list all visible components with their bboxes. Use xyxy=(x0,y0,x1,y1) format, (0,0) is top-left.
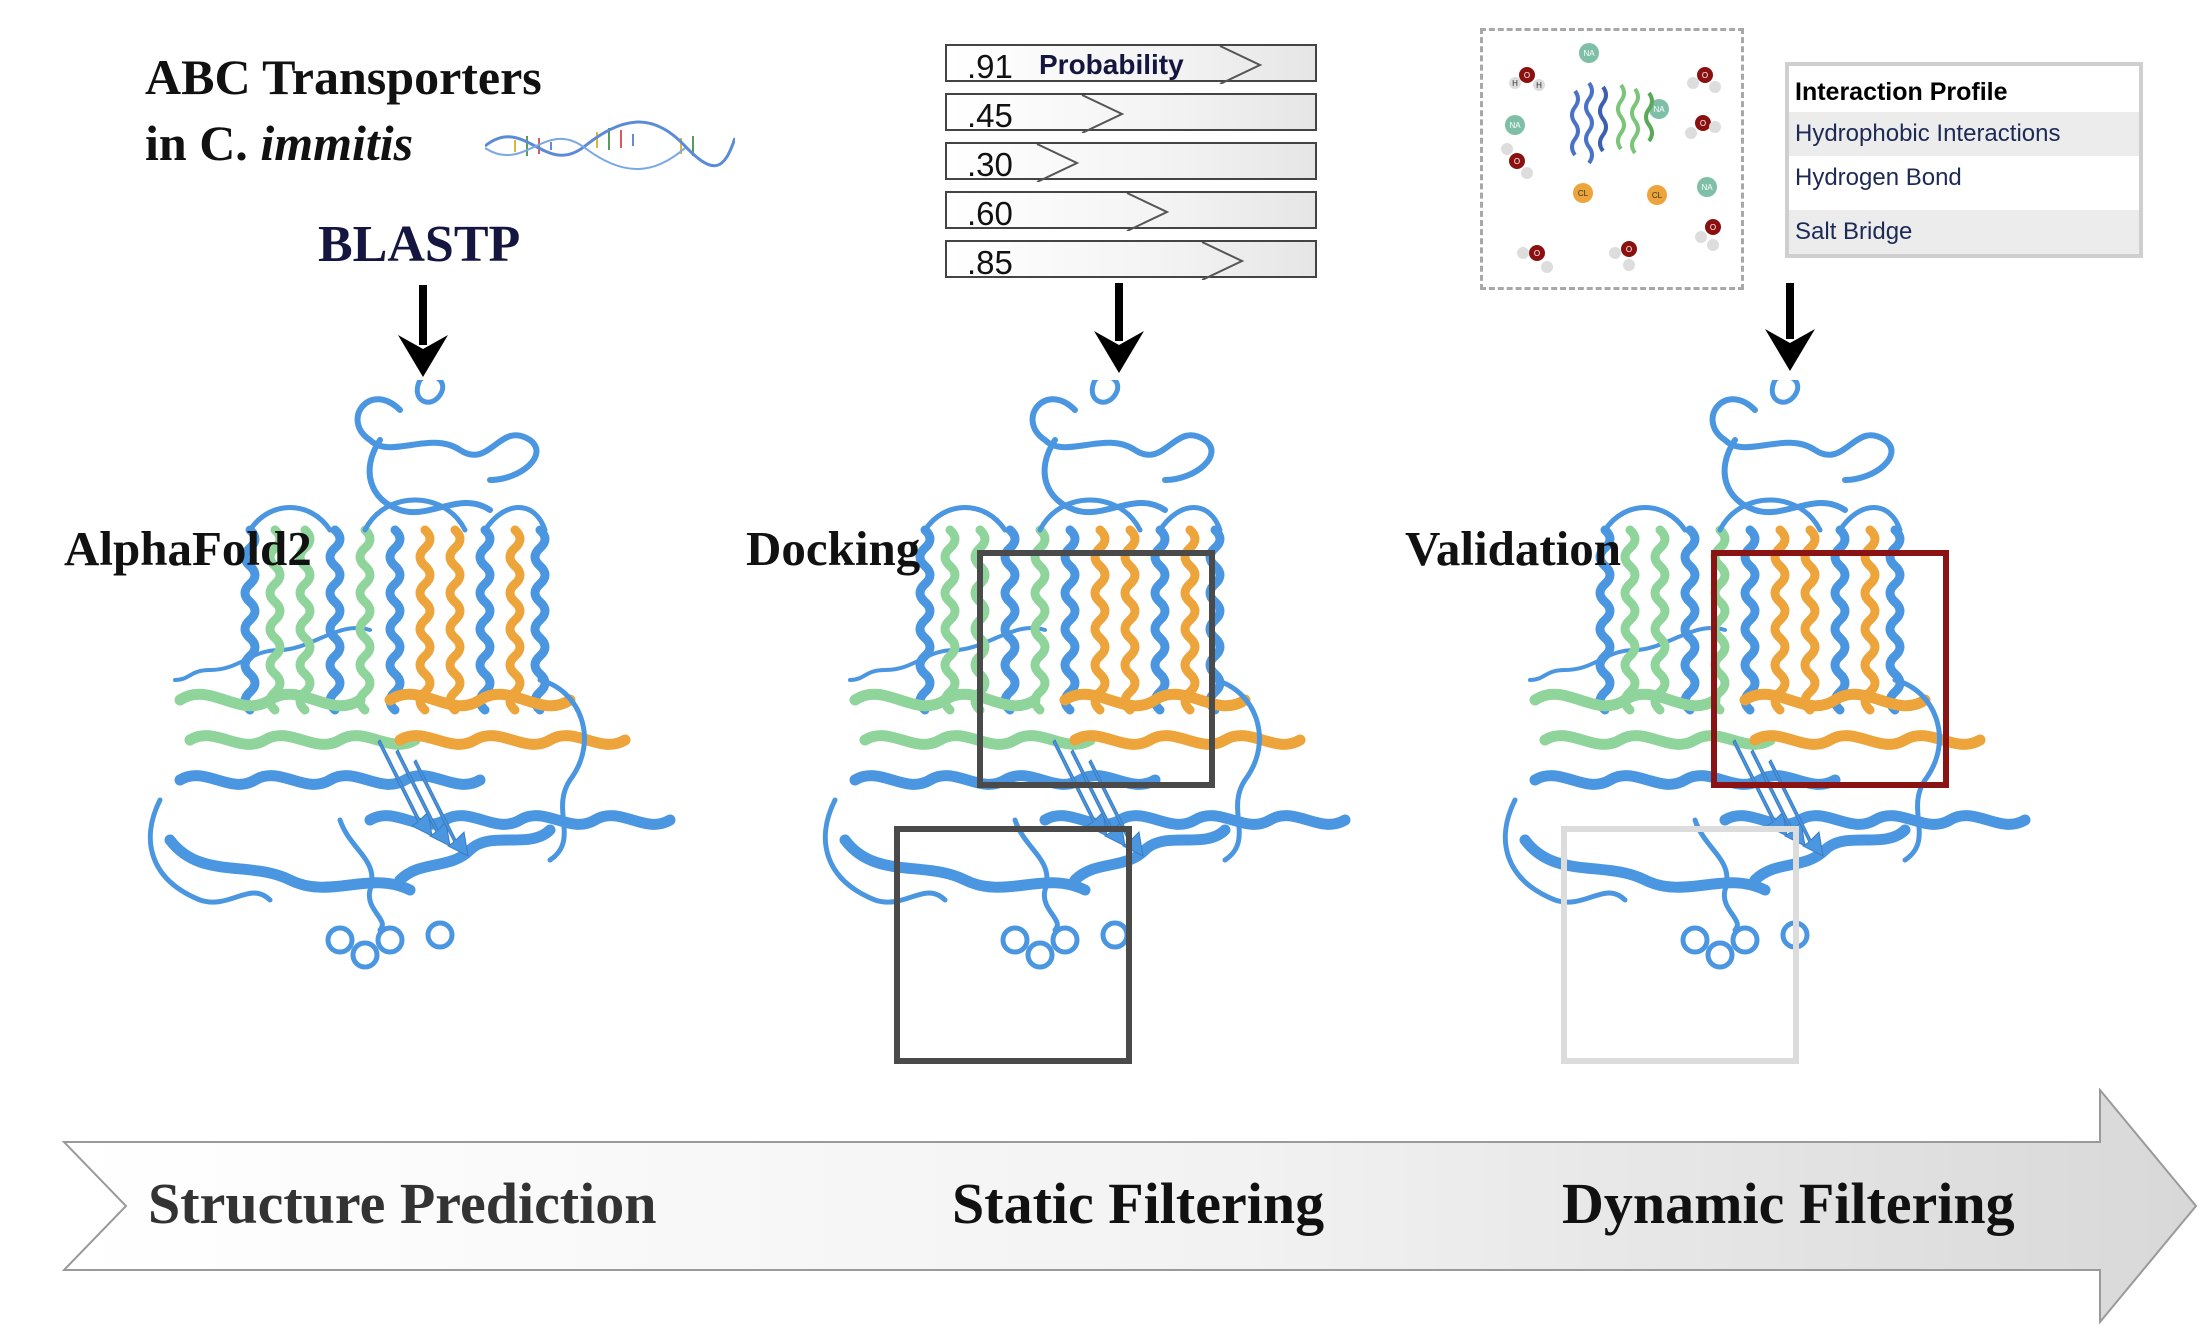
down-arrow-icon xyxy=(398,285,448,377)
ion-icon: CL xyxy=(1573,183,1593,203)
simulation-scene: OH H O O O O O O NA NA NA NA CL CL xyxy=(1501,43,1721,273)
svg-text:O: O xyxy=(1700,119,1706,128)
pipeline-arrow xyxy=(61,1088,2198,1324)
stage-dynamic-filtering: Dynamic Filtering xyxy=(1562,1171,2015,1236)
interaction-profile-table: Interaction Profile Hydrophobic Interact… xyxy=(1785,62,2143,258)
svg-text:O: O xyxy=(1702,71,1708,80)
protein-structure-alphafold xyxy=(147,380,676,970)
ion-icon: NA xyxy=(1505,115,1525,135)
probability-row: .91 Probability xyxy=(945,44,1317,85)
water-molecule-icon: O xyxy=(1609,241,1637,271)
probability-row: .85 xyxy=(945,240,1317,281)
docking-highlight-box-bottom xyxy=(894,826,1132,1064)
svg-text:H: H xyxy=(1512,79,1518,88)
validation-label: Validation xyxy=(1405,521,1622,576)
svg-text:CL: CL xyxy=(1652,191,1663,200)
stage-structure-prediction: Structure Prediction xyxy=(148,1171,657,1236)
svg-text:NA: NA xyxy=(1653,105,1665,114)
down-arrow-icon xyxy=(1094,283,1144,373)
svg-text:O: O xyxy=(1710,223,1716,232)
probability-row: .30 xyxy=(945,142,1317,183)
svg-text:NA: NA xyxy=(1583,49,1595,58)
water-molecule-icon: O xyxy=(1685,115,1721,139)
water-molecule-icon: OH H xyxy=(1509,67,1545,91)
title-line2: in C. immitis xyxy=(145,115,414,171)
probability-header: Probability xyxy=(1039,49,1184,80)
water-molecule-icon: O xyxy=(1687,67,1721,93)
interaction-profile-header: Interaction Profile xyxy=(1795,78,2008,106)
dna-strand-icon xyxy=(485,120,735,170)
probability-value: .85 xyxy=(967,244,1013,281)
ion-icon: CL xyxy=(1647,185,1667,205)
validation-highlight-box-top xyxy=(1711,550,1949,788)
probability-row: .45 xyxy=(945,93,1317,134)
water-molecule-icon: O xyxy=(1501,143,1533,179)
stage-static-filtering: Static Filtering xyxy=(952,1171,1325,1236)
svg-text:O: O xyxy=(1626,245,1632,254)
interaction-row: Hydrogen Bond xyxy=(1795,164,1962,191)
svg-text:H: H xyxy=(1536,81,1542,90)
probability-row: .60 xyxy=(945,191,1317,232)
title: ABC Transporters in C. immitis xyxy=(145,44,542,176)
protein-structure-docking xyxy=(822,380,1351,970)
probability-value: .91 xyxy=(967,48,1013,85)
probability-value: .60 xyxy=(967,195,1013,232)
protein-structure-validation xyxy=(1502,380,2031,970)
svg-text:CL: CL xyxy=(1578,189,1589,198)
ion-icon: NA xyxy=(1649,99,1669,119)
blastp-label: BLASTP xyxy=(318,216,521,273)
probability-value: .30 xyxy=(967,146,1013,183)
ion-icon: NA xyxy=(1697,177,1717,197)
docking-highlight-box-top xyxy=(977,550,1215,788)
svg-text:O: O xyxy=(1524,71,1530,80)
interaction-row: Salt Bridge xyxy=(1789,210,2139,254)
interaction-row: Hydrophobic Interactions xyxy=(1789,112,2139,156)
svg-text:NA: NA xyxy=(1701,183,1713,192)
alphafold-label: AlphaFold2 xyxy=(64,521,312,576)
validation-highlight-box-bottom xyxy=(1561,826,1799,1064)
ion-icon: NA xyxy=(1579,43,1599,63)
down-arrow-icon xyxy=(1765,283,1815,371)
title-line1: ABC Transporters xyxy=(145,49,542,105)
docking-label: Docking xyxy=(746,521,921,576)
water-molecule-icon: O xyxy=(1517,245,1553,273)
svg-text:O: O xyxy=(1534,249,1540,258)
water-molecule-icon: O xyxy=(1695,219,1721,251)
probability-value: .45 xyxy=(967,97,1013,134)
svg-text:O: O xyxy=(1514,157,1520,166)
protein-structure-icon xyxy=(1570,81,1654,165)
svg-text:NA: NA xyxy=(1509,121,1521,130)
